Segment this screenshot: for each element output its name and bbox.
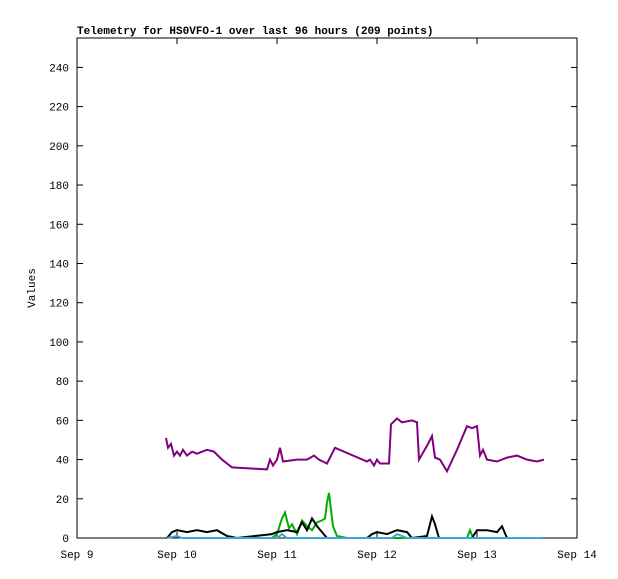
series-line [166, 513, 537, 540]
y-tick-label: 240 [49, 63, 69, 75]
y-tick-label: 40 [56, 456, 69, 468]
series-line [165, 417, 545, 474]
y-axis-label: Values [27, 268, 39, 308]
y-tick-label: 220 [49, 103, 69, 115]
y-tick-label: 60 [56, 416, 69, 428]
y-tick-label: 100 [49, 338, 69, 350]
x-tick-label: Sep 10 [157, 550, 197, 562]
x-tick-label: Sep 13 [457, 550, 497, 562]
x-tick-label: Sep 9 [60, 550, 93, 562]
y-tick-label: 120 [49, 299, 69, 311]
chart-title: Telemetry for HS0VFO-1 over last 96 hour… [77, 26, 433, 38]
y-tick-label: 20 [56, 495, 69, 507]
y-tick-label: 140 [49, 259, 69, 271]
x-tick-label: Sep 14 [557, 550, 597, 562]
y-tick-label: 160 [49, 220, 69, 232]
y-tick-label: 0 [62, 534, 69, 546]
series-line [166, 532, 542, 539]
y-tick-label: 180 [49, 181, 69, 193]
y-tick-label: 80 [56, 377, 69, 389]
x-tick-label: Sep 11 [257, 550, 297, 562]
y-tick-label: 200 [49, 142, 69, 154]
x-tick-label: Sep 12 [357, 550, 397, 562]
